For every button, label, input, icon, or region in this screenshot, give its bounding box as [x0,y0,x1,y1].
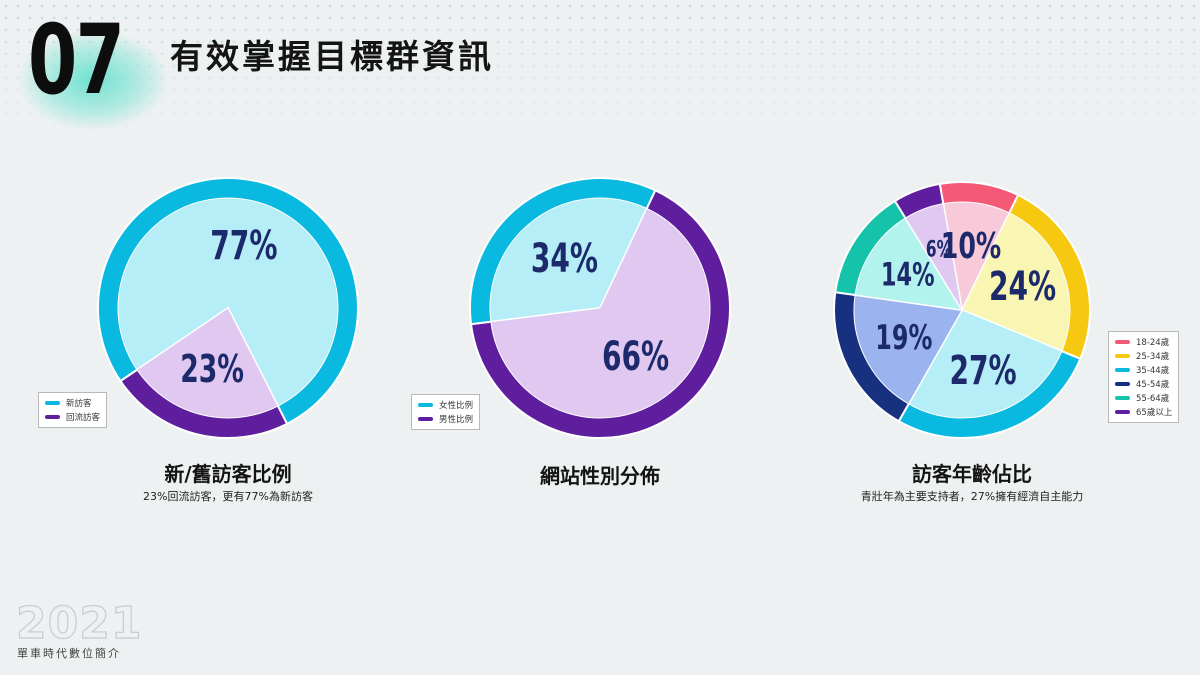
legend-label: 女性比例 [439,401,474,411]
pie-slice [490,207,711,419]
legend-swatch [418,403,433,407]
pie-chart-age: 10%24% 27% 19% 14%6% [833,181,1091,439]
legend-item: 55-64歲 [1115,391,1172,405]
legend-swatch [1115,382,1130,386]
legend-label: 45-54歲 [1136,380,1170,390]
pie-value-label: 34% [531,236,598,282]
legend-swatch [418,417,433,421]
pie-value-label: 19% [875,319,932,358]
legend-label: 65歲以上 [1136,408,1173,418]
legend-item: 女性比例 [418,398,473,412]
legend-label: 55-64歲 [1136,394,1170,404]
legend-swatch [1115,354,1130,358]
legend-label: 男性比例 [439,415,474,425]
legend-item: 回流訪客 [45,410,100,424]
legend-item: 35-44歲 [1115,363,1172,377]
section-number-glow [18,30,168,130]
legend-item: 18-24歲 [1115,335,1172,349]
pie-slice [117,197,339,407]
pie-value-label: 6% [926,237,952,263]
chart-title: 網站性別分佈 [540,464,660,488]
pie-value-label: 77% [210,223,277,269]
pie-slice [904,203,963,311]
pie-slice [961,212,1071,352]
pie-value-label: 14% [881,256,935,294]
pie-value-label: 27% [950,348,1017,394]
legend-item: 45-54歲 [1115,377,1172,391]
pie-value-label: 23% [180,347,244,392]
pie-chart-gender: 34% 66% [469,177,731,439]
legend-swatch [1115,368,1130,372]
legend-gender: 女性比例 男性比例 [411,394,481,430]
legend-label: 25-34歲 [1136,352,1170,362]
legend-swatch [45,415,60,419]
footer-tagline: 單車時代數位簡介 [17,647,121,660]
chart-subtitle: 青壯年為主要支持者，27%擁有經濟自主能力 [860,490,1084,503]
section-number: 07 [28,4,125,116]
legend-swatch [45,401,60,405]
legend-visitors: 新訪客 回流訪客 [38,392,108,428]
legend-label: 新訪客 [66,399,92,409]
legend-label: 18-24歲 [1136,338,1170,348]
pie-value-label: 66% [602,334,669,380]
legend-item: 男性比例 [418,412,473,426]
pie-slice [136,307,279,419]
page-title: 有效掌握目標群資訊 [170,37,494,76]
dot-pattern-background [0,0,1200,160]
footer-year: 2021 [15,597,143,649]
legend-item: 65歲以上 [1115,405,1172,419]
legend-item: 新訪客 [45,396,100,410]
legend-age: 18-24歲 25-34歲 35-44歲 45-54歲 55-64歲 65歲以上 [1108,331,1180,423]
legend-item: 25-34歲 [1115,349,1172,363]
pie-value-label: 10% [941,225,1001,267]
chart-title: 新/舊訪客比例 [164,462,292,486]
legend-label: 35-44歲 [1136,366,1170,376]
pie-chart-visitors: 77% 23% [97,177,359,439]
legend-label: 回流訪客 [66,413,101,423]
legend-swatch [1115,396,1130,400]
legend-swatch [1115,340,1130,344]
pie-value-label: 24% [989,264,1056,310]
chart-title: 訪客年齡佔比 [912,462,1032,486]
pie-slice [853,294,963,405]
legend-swatch [1115,410,1130,414]
pie-slice [854,217,963,311]
chart-subtitle: 23%回流訪客，更有77%為新訪客 [143,490,313,503]
